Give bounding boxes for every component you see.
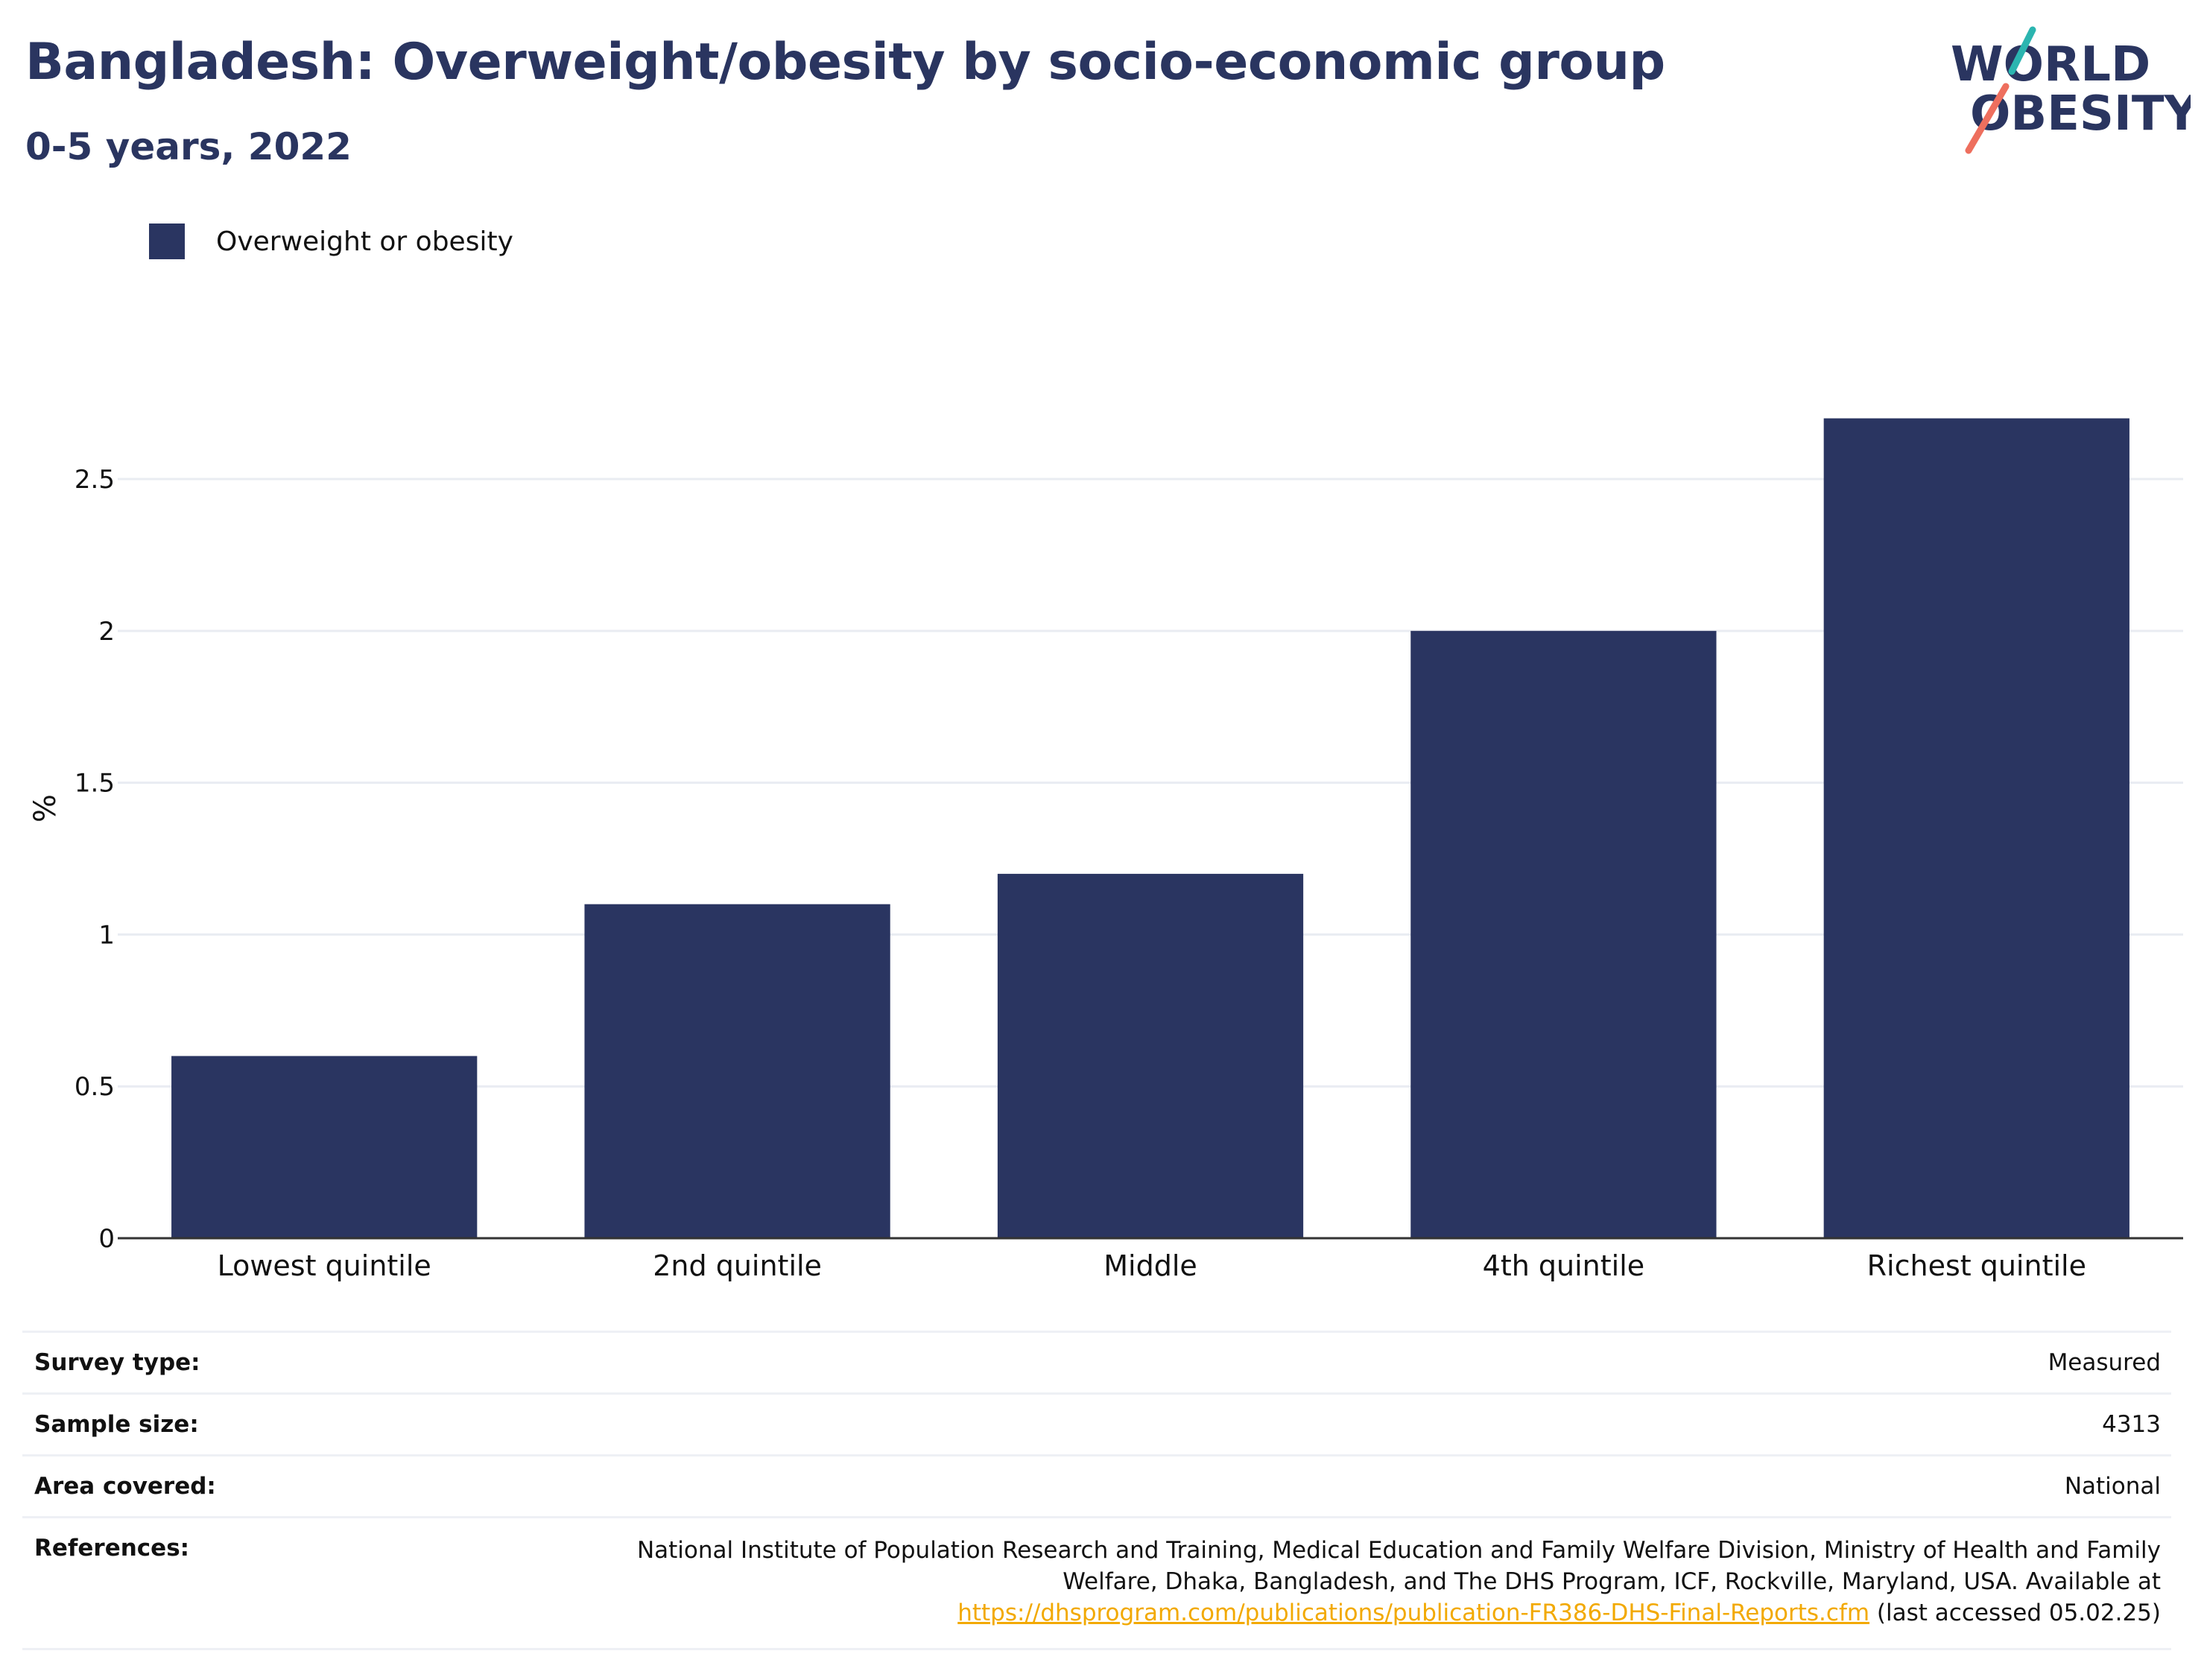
bar-middle[interactable] [997,873,1304,1238]
bar-richest-quintile[interactable] [1823,418,2129,1238]
references-text-line1: National Institute of Population Researc… [636,1537,2161,1564]
survey-type-label: Survey type: [34,1349,200,1376]
survey-type-value: Measured [2048,1349,2161,1376]
bars [171,418,2129,1238]
sample-size-value: 4313 [2102,1411,2161,1438]
world-obesity-logo: WORLD OBESITY [1951,26,2191,154]
y-tick-label: 1.5 [75,769,115,799]
bar-lowest-quintile[interactable] [171,1056,478,1238]
y-tick-label: 0.5 [75,1072,115,1102]
x-tick-label: 4th quintile [1483,1249,1644,1282]
x-tick-label: Middle [1103,1249,1197,1282]
logo-slash-teal [2008,26,2036,75]
chart-subtitle: 0-5 years, 2022 [25,125,352,168]
y-tick-label: 0 [98,1224,115,1254]
info-row-sample-size: Sample size: 4313 [22,1393,2171,1456]
x-tick-label: Lowest quintile [218,1249,431,1282]
logo-text-obesity: OBESITY [1970,86,2191,142]
info-row-references: References: National Institute of Popula… [22,1517,2171,1649]
bar-4th-quintile[interactable] [1410,630,1717,1238]
info-row-survey-type: Survey type: Measured [22,1331,2171,1394]
sample-size-label: Sample size: [34,1411,199,1438]
y-tick-label: 2.5 [75,465,115,495]
legend-swatch [149,224,185,259]
references-label: References: [34,1535,190,1562]
info-row-area-covered: Area covered: National [22,1455,2171,1518]
logo-slash-coral [1965,83,2010,154]
logo-text-world: WORLD [1951,37,2150,92]
references-suffix: (last accessed 05.02.25) [1876,1600,2161,1626]
references-text-line2: Welfare, Dhaka, Bangladesh, and The DHS … [1063,1568,2161,1595]
y-tick-label: 1 [98,920,115,950]
chart-title: Bangladesh: Overweight/obesity by socio-… [25,33,1665,92]
x-tick-label: Richest quintile [1867,1249,2086,1282]
area-covered-label: Area covered: [34,1473,216,1500]
bar-2nd-quintile[interactable] [584,904,890,1238]
legend-label: Overweight or obesity [216,226,513,257]
references-link[interactable]: https://dhsprogram.com/publications/publ… [957,1600,1870,1626]
y-axis-title: % [28,794,63,822]
bar-chart: 0 0.5 1 1.5 2 2.5 Lowest quintile 2nd quintile M… [28,418,2183,1282]
axes: 0 0.5 1 1.5 2 2.5 Lowest quintile 2nd quintile M… [75,465,2183,1282]
references-value: National Institute of Population Researc… [263,1518,2171,1649]
area-covered-value: National [2064,1473,2161,1500]
survey-info-table: Survey type: Measured Sample size: 4313 … [22,1331,2171,1650]
y-tick-label: 2 [98,617,115,647]
chart-legend[interactable]: Overweight or obesity [149,224,513,259]
x-tick-label: 2nd quintile [653,1249,822,1282]
